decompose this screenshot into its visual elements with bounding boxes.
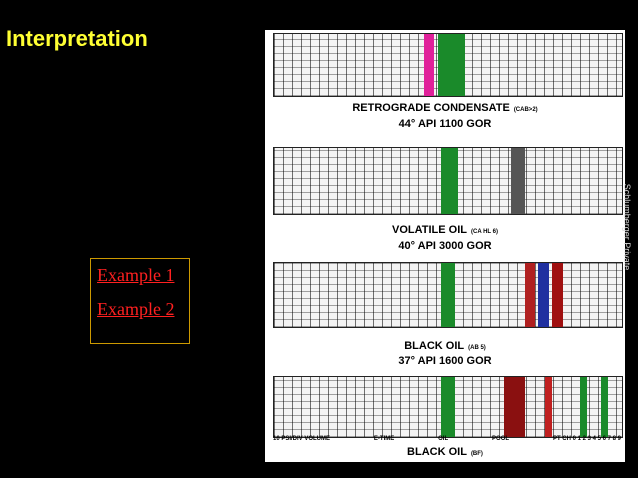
log-strip <box>273 147 623 215</box>
label: VOLATILE OIL <box>392 224 467 236</box>
note: (BF) <box>470 451 483 457</box>
panel-label: BLACK OIL (AB 5) <box>265 340 625 352</box>
panel-detail: 37° API 1600 GOR <box>398 355 492 367</box>
log-strip <box>273 376 623 438</box>
link-box: Example 1 Example 2 <box>90 258 190 344</box>
panel-label: BLACK OIL (BF) <box>265 446 625 458</box>
axis-labels: 10 PSI/DIV VOLUME E-TIME OIL POOL PT CH … <box>273 436 621 442</box>
example-link[interactable]: Example 1 <box>97 265 175 285</box>
note: (AB 5) <box>468 345 486 351</box>
log-image: RETROGRADE CONDENSATE (CAB>2) 44° API 110… <box>265 30 625 462</box>
label: BLACK OIL <box>407 446 467 458</box>
axis-label: PT CH 0 1 2 3 4 5 6 7 8 9 <box>552 436 621 442</box>
axis-label: OIL <box>438 436 449 442</box>
axis-label: E-TIME <box>373 436 395 442</box>
panel-label: VOLATILE OIL (CA HL 6) <box>265 224 625 236</box>
log-strip <box>273 33 623 97</box>
axis-label: POOL <box>492 436 510 442</box>
panel-label: RETROGRADE CONDENSATE (CAB>2) <box>265 102 625 114</box>
label: BLACK OIL <box>404 340 465 352</box>
label: RETROGRADE CONDENSATE <box>352 102 510 114</box>
example-link[interactable]: Example 2 <box>97 299 175 319</box>
panel-detail: 44° API 1100 GOR <box>398 118 492 130</box>
panel-detail: 40° API 3000 GOR <box>398 240 492 252</box>
note: (CAB>2) <box>513 107 538 113</box>
slide-title: Interpretation <box>6 26 148 51</box>
log-strip <box>273 262 623 328</box>
axis-label: 10 PSI/DIV VOLUME <box>273 436 331 442</box>
note: (CA HL 6) <box>470 229 498 235</box>
sidebar-text: Schlumberger Private <box>622 183 632 271</box>
